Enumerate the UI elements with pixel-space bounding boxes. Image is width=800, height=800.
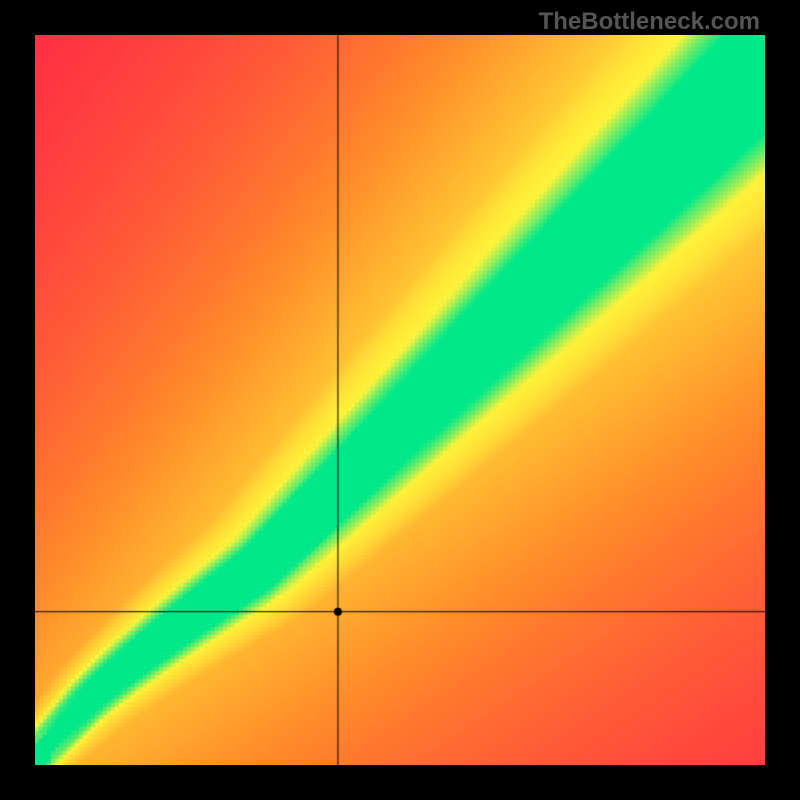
watermark-label: TheBottleneck.com [539, 8, 760, 36]
heatmap-plot [35, 35, 765, 765]
